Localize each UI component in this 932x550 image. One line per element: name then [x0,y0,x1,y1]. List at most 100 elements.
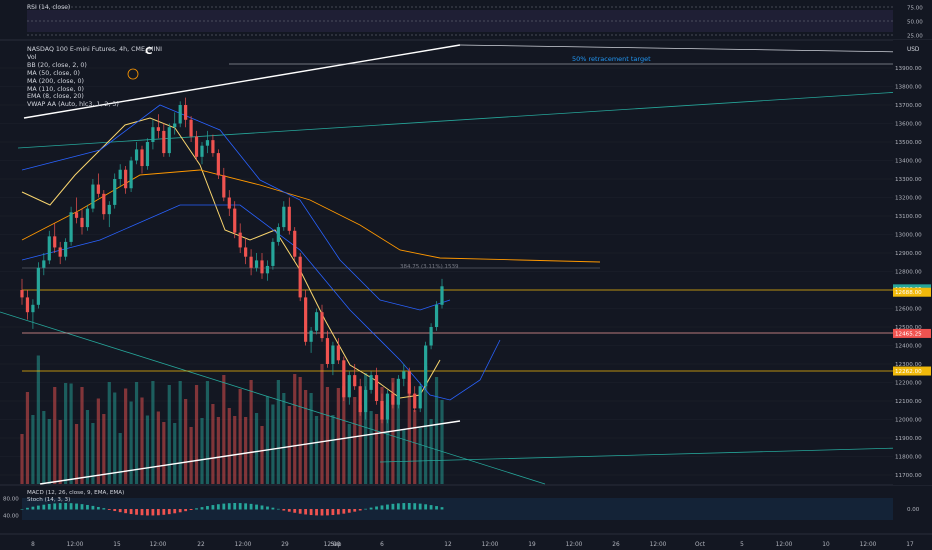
macd-histogram-bar [173,509,177,514]
volume-bar [407,382,411,484]
macd-histogram-bar [358,509,362,511]
macd-histogram-bar [336,509,340,515]
volume-bar [205,381,210,484]
rsi-level-label: 75.00 [907,6,923,12]
macd-histogram-bar [304,509,308,515]
macd-histogram-bar [353,509,357,512]
macd-histogram-bar [156,509,160,516]
macd-histogram-bar [102,508,106,510]
macd-histogram-bar [162,509,166,515]
price-tick-label: 12200.00 [895,381,922,387]
candle-body [36,267,40,305]
indicator-ma110[interactable]: MA (110, close, 0) [27,85,84,93]
candle-body [47,236,51,261]
volume-bar [369,411,373,484]
candle-body [265,265,270,274]
volume-bar [342,386,346,484]
macd-histogram-bar [189,509,193,510]
candle-body [233,208,237,233]
time-tick-label: Oct [695,542,706,548]
time-tick-label: 12:00 [324,542,341,548]
candle-body [391,393,395,405]
candle-body [151,127,155,142]
volume-bar [167,385,171,484]
time-tick-label: 12:00 [650,542,667,548]
candle-body [102,193,106,215]
macd-histogram-bar [107,509,111,510]
volume-bar [178,381,182,484]
volume-bar [96,398,100,484]
candle-body [156,127,160,131]
volume-bar [325,387,330,484]
candle-body [178,105,182,124]
macd-histogram-bar [222,503,226,510]
macd-histogram-bar [64,503,68,510]
volume-bar [304,390,308,484]
price-axis[interactable]: USD 13900.00 13800.00 13700.00 13600.00 13500… [893,40,932,485]
volume-bar [211,404,215,484]
time-tick-label: 12 [444,542,452,548]
macd-histogram-bar [271,507,275,510]
macd-zero-label: 0.00 [907,507,920,513]
macd-histogram-bar [282,509,286,511]
candle-body [194,136,199,157]
price-tick-label: 12600.00 [895,307,922,313]
indicator-ma200[interactable]: MA (200, close, 0) [27,77,84,85]
time-tick-label: 12:00 [482,542,499,548]
lower-channel-line [379,447,901,463]
volume-bar [134,382,139,484]
price-tick-label: 12500.00 [895,325,922,331]
price-tick-label: 13700.00 [895,103,922,109]
volume-bar [287,406,291,484]
rsi-pane: 75.00 50.00 25.00 [0,0,932,41]
volume-bar [145,415,150,484]
price-tag-text: 12262.00 [895,369,922,375]
volume-bar [118,433,122,484]
volume-bar [347,424,351,484]
ma-200-curve [21,169,601,263]
candle-body [211,140,215,154]
volume-bar [102,414,106,484]
volume-bar [429,419,433,484]
macd-histogram-bar [178,509,182,513]
candle-body [53,236,57,248]
volume-bar [418,428,422,484]
chart-title[interactable]: NASDAQ 100 E-mini Futures, 4h, CME_MINI [27,46,162,53]
indicator-vol[interactable]: Vol [27,53,37,61]
indicator-bb[interactable]: BB (20, close, 2, 0) [27,61,87,69]
volume-bar [336,388,340,484]
time-tick-label: 12:00 [67,542,84,548]
chart-grid [0,67,893,476]
price-tick-label: 12800.00 [895,270,922,276]
macd-histogram-bar [413,503,417,510]
stoch-label[interactable]: Stoch (14, 3, 3) [27,497,71,503]
volume-bar [282,393,286,484]
volume-bar [151,381,155,484]
candle-body [69,212,73,242]
volume-bar [124,388,128,484]
time-tick-label: 29 [281,542,289,548]
macd-histogram-bar [151,509,155,516]
candle-body [227,197,231,209]
indicator-vwap[interactable]: VWAP AA (Auto, hlc3, 1, 2, 3) [27,101,119,109]
candle-body [287,206,291,231]
indicator-ema8[interactable]: EMA (8, close, 20) [27,93,84,101]
volume-bar [364,373,368,484]
indicator-ma50[interactable]: MA (50, close, 0) [27,69,80,77]
candle-body [184,105,188,120]
time-tick-label: 26 [612,542,620,548]
macd-histogram-bar [260,505,264,510]
time-tick-label: Sep [331,542,342,548]
macd-histogram-bar [140,509,144,516]
candle-body [353,375,357,387]
candle-body [309,330,313,342]
volume-bar [358,405,362,484]
candle-body [413,393,417,409]
candle-body [140,149,144,167]
candle-body [342,360,346,398]
macd-label[interactable]: MACD (12, 26, close, 9, EMA, EMA) [27,490,125,496]
candle-body [249,256,253,268]
